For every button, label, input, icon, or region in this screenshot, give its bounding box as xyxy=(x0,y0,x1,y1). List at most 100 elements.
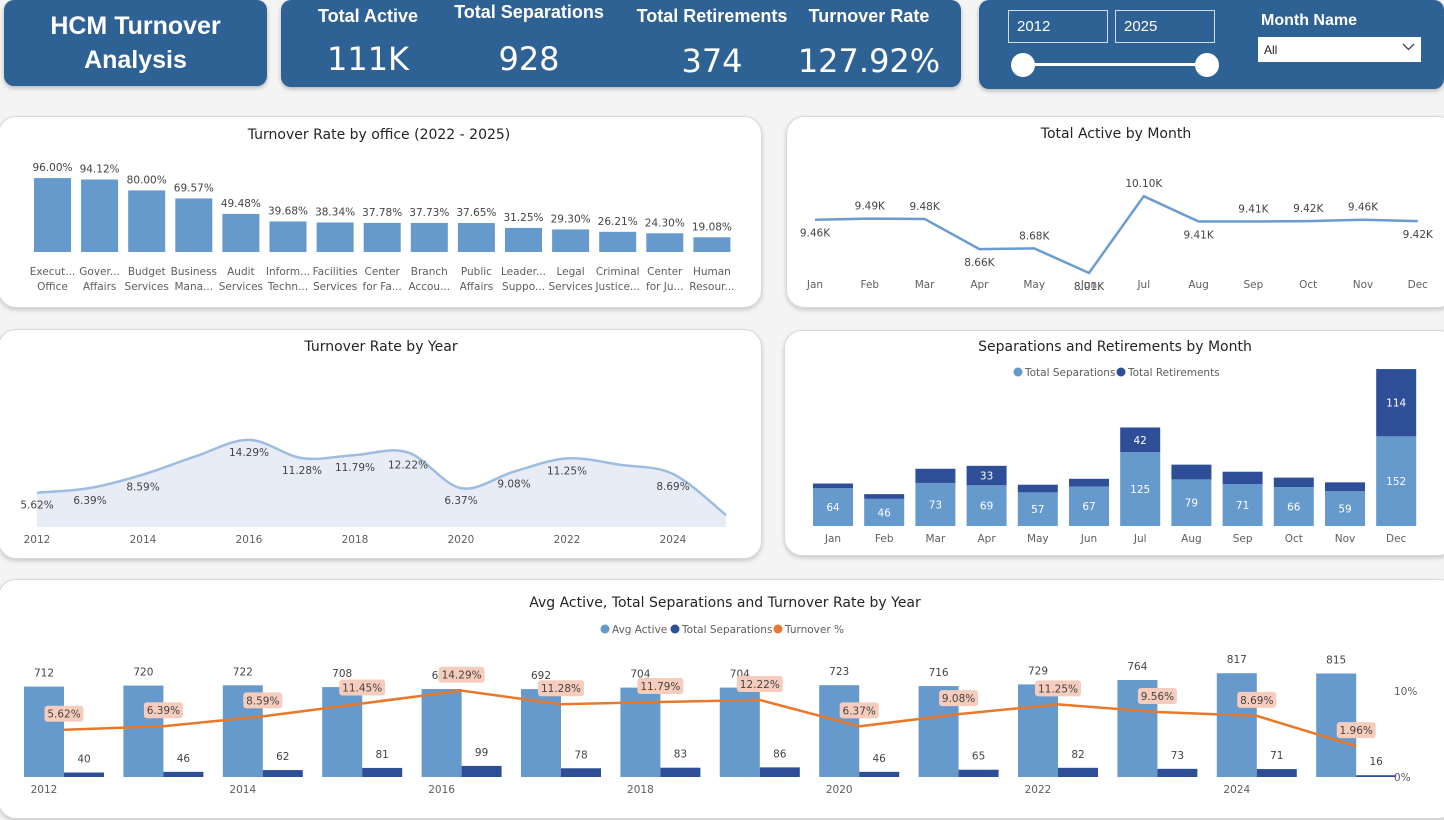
legend-retirements-dot xyxy=(1116,367,1126,377)
rate-tick-label: 2014 xyxy=(130,534,157,546)
office-tick-label: Business xyxy=(171,266,217,278)
combo-tick-label: 2014 xyxy=(229,784,256,796)
turnover-label-bg xyxy=(736,676,783,693)
office-tick-label: Services xyxy=(125,281,169,293)
retirements-bar xyxy=(864,494,905,499)
separations-bar xyxy=(262,770,303,777)
office-tick-label: Audit xyxy=(227,266,255,278)
combo-tick-label: 2024 xyxy=(1223,784,1250,796)
active-point-label: 8.01K xyxy=(1074,281,1105,293)
avg-active-bar xyxy=(421,688,462,777)
kpi-value: 127.92% xyxy=(797,42,941,80)
separations-bar xyxy=(1273,487,1314,526)
legend-label: Turnover % xyxy=(784,624,844,636)
office-tick-label: Criminal xyxy=(596,266,640,278)
office-bar xyxy=(269,221,307,252)
separations-label: 40 xyxy=(77,754,90,766)
separations-bar xyxy=(1171,479,1212,526)
office-bar xyxy=(316,222,354,252)
turnover-label-bg xyxy=(243,692,283,709)
retirements-bar-label: 42 xyxy=(1134,435,1147,447)
avg-active-bar xyxy=(322,687,363,777)
active-tick-label: Oct xyxy=(1299,279,1317,291)
office-bar-label: 29.30% xyxy=(551,213,591,225)
active-month-chart: Total Active by Month 9.46K Jan 9.49K Feb 9.… xyxy=(800,126,1434,293)
turnover-line xyxy=(63,689,1357,748)
office-tick-label: Center xyxy=(647,266,683,278)
active-tick-label: Dec xyxy=(1408,279,1429,291)
office-tick-label: Accou... xyxy=(408,281,450,293)
kpi-label: Total Active xyxy=(317,6,419,26)
office-bar xyxy=(175,198,213,252)
year-end-input[interactable]: 2025 xyxy=(1115,10,1215,43)
office-bar-label: 69.57% xyxy=(174,182,214,194)
office-bar-label: 39.68% xyxy=(268,205,308,217)
combo-tick-label: 2022 xyxy=(1025,784,1052,796)
avg-active-bar xyxy=(1216,673,1257,777)
office-bar xyxy=(646,233,684,252)
sep-tick-label: Feb xyxy=(875,533,894,545)
year-slider-track[interactable] xyxy=(1023,63,1208,66)
turnover-label-bg xyxy=(1035,680,1081,697)
active-tick-label: May xyxy=(1023,279,1045,291)
separations-bar xyxy=(1256,769,1297,777)
rate-point-label: 12.22% xyxy=(388,459,428,471)
avg-active-bar xyxy=(719,687,760,777)
legend-label: Avg Active xyxy=(612,624,667,636)
office-tick-label: for Ju... xyxy=(646,281,684,293)
office-bar xyxy=(505,227,542,252)
chart-title: Total Active by Month xyxy=(1040,126,1191,142)
legend-dot xyxy=(600,624,610,634)
active-point-label: 9.41K xyxy=(1183,230,1214,242)
active-tick-label: Apr xyxy=(970,279,989,291)
active-tick-label: Aug xyxy=(1188,279,1209,291)
turnover-label: 9.56% xyxy=(1141,691,1174,703)
avg-active-label: 716 xyxy=(929,667,949,679)
office-bar-label: 19.08% xyxy=(692,221,732,233)
rate-point-label: 8.59% xyxy=(126,482,159,494)
avg-active-label: 692 xyxy=(531,670,551,682)
year-slider-start-handle[interactable] xyxy=(1011,53,1035,77)
office-bar xyxy=(34,178,71,252)
retirements-bar xyxy=(1017,484,1058,493)
separations-bar xyxy=(1069,486,1109,526)
office-turnover-card: Turnover Rate by office (2022 - 2025) 96… xyxy=(0,116,762,308)
legend-dot xyxy=(670,624,680,634)
turnover-label: 11.79% xyxy=(640,681,680,693)
active-tick-label: Feb xyxy=(861,279,880,291)
separations-label: 82 xyxy=(1071,749,1084,761)
report-title-line2: Analysis xyxy=(84,46,187,74)
office-tick-label: Legal xyxy=(557,266,585,278)
separations-label: 46 xyxy=(873,753,887,765)
sep-ret-month-chart: Separations and Retirements by Month Tot… xyxy=(813,339,1417,545)
turnover-label: 11.45% xyxy=(342,682,382,694)
separations-bar xyxy=(958,769,999,777)
turnover-label: 11.25% xyxy=(1038,683,1078,695)
month-filter-dropdown[interactable]: All xyxy=(1258,37,1421,62)
separations-label: 86 xyxy=(773,748,787,760)
active-tick-label: Nov xyxy=(1353,279,1374,291)
turnover-label: 5.62% xyxy=(47,709,80,721)
retirements-bar-label: 33 xyxy=(980,471,993,483)
sep-tick-label: Apr xyxy=(978,533,997,545)
separations-bar xyxy=(915,482,956,526)
separations-bar-label: 69 xyxy=(980,501,993,513)
sep-tick-label: Nov xyxy=(1335,533,1356,545)
office-bar xyxy=(81,179,119,252)
turnover-label-bg xyxy=(839,702,879,719)
separations-bar-label: 73 xyxy=(929,499,942,511)
year-slider-end-handle[interactable] xyxy=(1195,53,1219,77)
office-bar-label: 80.00% xyxy=(127,174,167,186)
active-point-label: 9.42K xyxy=(1293,203,1324,215)
rate-tick-label: 2020 xyxy=(448,534,475,546)
legend-retirements-label: Total Retirements xyxy=(1127,367,1220,379)
year-start-input[interactable]: 2012 xyxy=(1008,10,1108,43)
office-tick-label: Public xyxy=(461,266,492,278)
separations-bar-label: 64 xyxy=(826,502,840,514)
avg-active-label: 729 xyxy=(1028,665,1048,677)
office-bar xyxy=(363,222,401,252)
turnover-label: 8.69% xyxy=(1240,695,1273,707)
rate-year-card: Turnover Rate by Year 5.62% 6.39% 8.59% 14.… xyxy=(0,329,762,559)
turnover-label-bg xyxy=(538,680,584,697)
office-tick-label: Services xyxy=(548,281,592,293)
